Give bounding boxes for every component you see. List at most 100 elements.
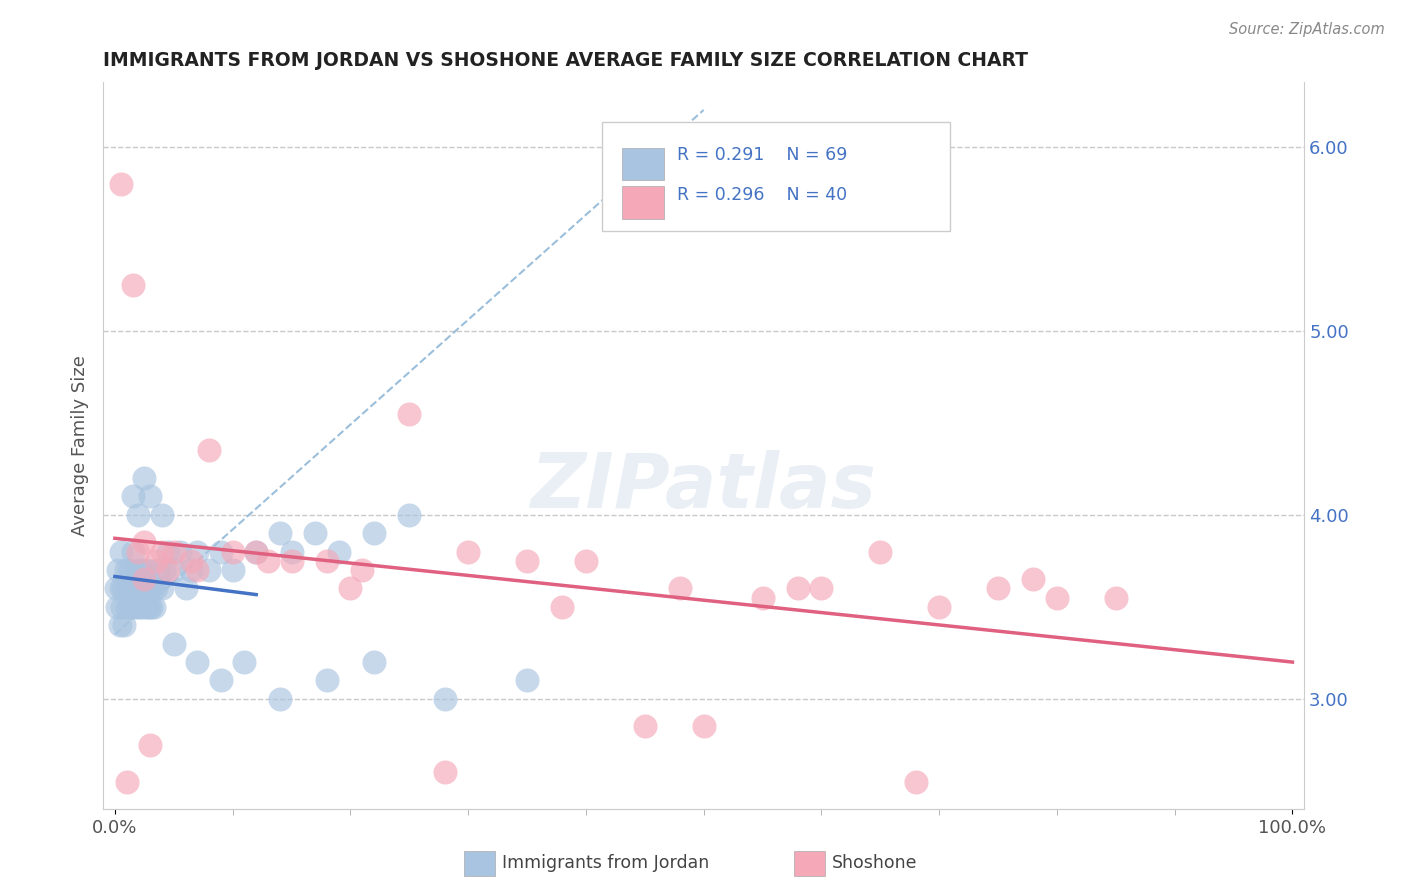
Text: Immigrants from Jordan: Immigrants from Jordan [502, 855, 709, 872]
Point [131, 582, 153, 596]
Point [115, 582, 138, 596]
Point [141, 599, 163, 614]
Text: IMMIGRANTS FROM JORDAN VS SHOSHONE AVERAGE FAMILY SIZE CORRELATION CHART: IMMIGRANTS FROM JORDAN VS SHOSHONE AVERA… [103, 51, 1028, 70]
Point [221, 563, 243, 577]
Point [142, 582, 165, 596]
Point [118, 599, 141, 614]
Point [516, 554, 538, 568]
Point [121, 544, 143, 558]
Point [163, 563, 186, 577]
Point [138, 599, 160, 614]
Point [145, 582, 167, 596]
Point [186, 563, 208, 577]
Point [111, 599, 134, 614]
Point [186, 655, 208, 669]
Point [786, 582, 808, 596]
Point [120, 563, 142, 577]
Point [125, 563, 148, 577]
Point [121, 489, 143, 503]
Point [156, 544, 179, 558]
Point [198, 563, 221, 577]
Point [110, 177, 132, 191]
Point [551, 599, 574, 614]
Point [269, 691, 291, 706]
Point [315, 673, 337, 688]
Point [115, 599, 138, 614]
Point [928, 599, 950, 614]
Point [987, 582, 1010, 596]
FancyBboxPatch shape [621, 148, 664, 180]
Point [139, 489, 162, 503]
Point [269, 526, 291, 541]
Point [150, 544, 173, 558]
Point [156, 563, 179, 577]
Point [169, 544, 191, 558]
Point [433, 765, 456, 780]
Point [128, 599, 150, 614]
Point [198, 443, 221, 458]
Point [174, 582, 197, 596]
Point [132, 599, 155, 614]
Point [904, 774, 927, 789]
Point [186, 544, 208, 558]
Point [122, 599, 145, 614]
Point [150, 582, 173, 596]
Point [810, 582, 832, 596]
Point [339, 582, 361, 596]
Point [245, 544, 267, 558]
Point [163, 636, 186, 650]
Point [869, 544, 891, 558]
Point [112, 618, 135, 632]
Point [142, 599, 165, 614]
Point [398, 508, 420, 522]
Point [150, 508, 173, 522]
Point [120, 582, 142, 596]
Point [134, 535, 156, 549]
Point [139, 738, 162, 752]
Point [304, 526, 326, 541]
Point [328, 544, 350, 558]
Point [233, 655, 256, 669]
Point [127, 544, 149, 558]
Point [134, 582, 156, 596]
Y-axis label: Average Family Size: Average Family Size [72, 355, 89, 536]
Point [163, 544, 186, 558]
Point [153, 563, 176, 577]
Point [245, 544, 267, 558]
Point [105, 582, 128, 596]
Point [209, 544, 232, 558]
Point [127, 508, 149, 522]
Point [135, 599, 157, 614]
Point [751, 591, 773, 605]
Point [108, 618, 131, 632]
Point [134, 572, 156, 586]
Text: ZIPatlas: ZIPatlas [530, 450, 877, 524]
Point [117, 582, 139, 596]
Point [634, 719, 657, 733]
Point [433, 691, 456, 706]
Point [127, 582, 149, 596]
Point [129, 563, 152, 577]
Point [209, 673, 232, 688]
Point [107, 563, 129, 577]
Point [114, 563, 136, 577]
Point [134, 471, 156, 485]
Point [1105, 591, 1128, 605]
Point [457, 544, 479, 558]
Point [280, 544, 302, 558]
Point [1022, 572, 1045, 586]
Point [669, 582, 692, 596]
Point [112, 582, 135, 596]
FancyBboxPatch shape [602, 122, 950, 231]
Point [315, 554, 337, 568]
Point [134, 563, 156, 577]
Point [148, 563, 170, 577]
Point [398, 407, 420, 421]
FancyBboxPatch shape [621, 186, 664, 219]
Point [121, 277, 143, 292]
Point [1046, 591, 1069, 605]
Point [136, 563, 159, 577]
Point [110, 582, 132, 596]
Point [124, 582, 146, 596]
Point [692, 719, 714, 733]
